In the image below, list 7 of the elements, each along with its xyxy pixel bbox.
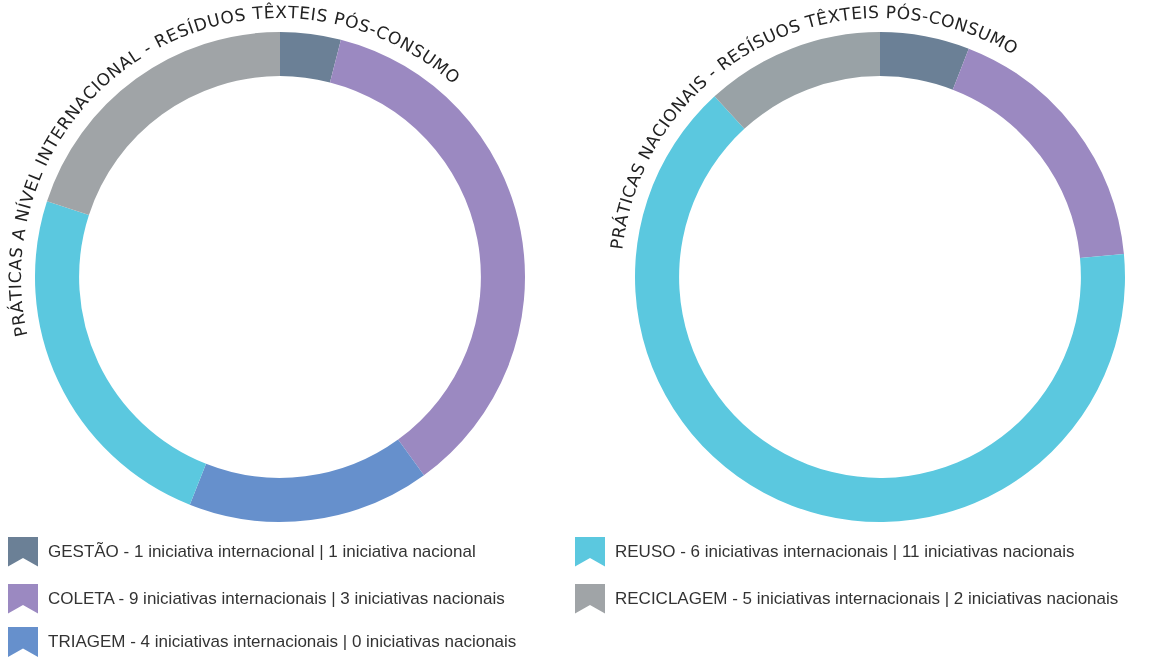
legend-label: RECICLAGEM - 5 iniciativas internacionais | 2 iniciativas nacionais xyxy=(615,588,1119,609)
legend-label: GESTÃO - 1 iniciativa internacional | 1 iniciativa nacional xyxy=(48,541,476,562)
legend-label: REUSO - 6 iniciativas internacionais | 11 iniciativas nacionais xyxy=(615,541,1075,562)
legend-label: COLETA - 9 iniciativas internacionais | 3 iniciativas nacionais xyxy=(48,588,505,609)
chart-title: PRÁTICAS A NÍVEL INTERNACIONAL - RESÍDUOS TÊXTEIS PÓS-CONSUMO xyxy=(4,1,464,339)
chart-title: PRÁTICAS NACIONAIS - RESÍSUOS TÊXTEIS PÓS-CONSUMO xyxy=(606,1,1022,251)
legend-label: TRIAGEM - 4 iniciativas internacionais | 0 iniciativas nacionais xyxy=(48,632,517,652)
